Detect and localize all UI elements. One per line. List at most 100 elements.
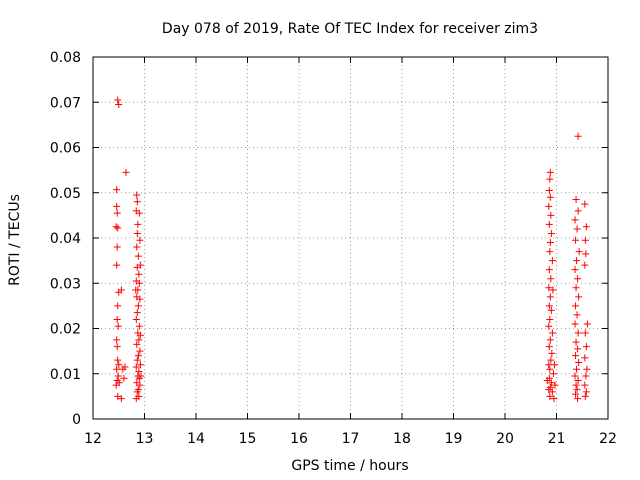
data-point [133,356,141,364]
data-point [134,252,142,260]
data-point [132,315,140,323]
y-tick-label: 0.08 [50,50,81,66]
data-point [547,306,555,314]
data-point [113,186,121,194]
data-point [551,381,559,389]
data-point [134,352,142,360]
axis-ticks [92,56,609,420]
data-point [133,340,141,348]
data-point [132,286,140,294]
data-point [133,388,141,396]
data-point [132,363,140,371]
data-point [136,236,144,244]
data-point [581,381,589,389]
data-point [117,395,125,403]
y-tick-label: 0.03 [50,276,81,292]
data-point [135,322,143,330]
data-point [572,196,580,204]
data-point [545,322,553,330]
x-tick-label: 20 [496,431,514,447]
data-point [114,322,122,330]
data-point [574,345,582,353]
data-point [545,202,553,210]
data-point [113,243,121,251]
data-point [545,386,553,394]
data-point [133,229,141,237]
data-point [573,365,581,373]
x-tick-label: 15 [239,431,257,447]
grid-lines [93,57,608,419]
data-point [113,365,121,373]
data-point [581,236,589,244]
data-point [571,266,579,274]
data-point [135,209,143,217]
data-points [112,96,591,403]
data-point [546,168,554,176]
data-point [546,193,554,201]
data-point [546,239,554,247]
data-point [581,329,589,337]
y-tick-label: 0.02 [50,322,81,338]
x-axis-label: GPS time / hours [291,458,408,474]
data-point [572,390,580,398]
data-point [573,257,581,265]
data-point [547,229,555,237]
data-point [545,266,553,274]
data-point [546,293,554,301]
data-point [136,381,144,389]
data-point [134,220,142,228]
data-point [548,349,556,357]
y-tick-label: 0.06 [50,141,81,157]
data-point [574,329,582,337]
x-tick-label: 13 [136,431,154,447]
data-point [135,270,143,278]
x-tick-label: 18 [393,431,411,447]
x-tick-label: 21 [548,431,566,447]
data-point [582,343,590,351]
data-point [114,224,122,232]
data-point [548,388,556,396]
data-point [114,392,122,400]
data-point [547,275,555,283]
data-point [572,284,580,292]
data-point [546,336,554,344]
data-point [136,331,144,339]
data-point [546,315,554,323]
data-point [134,302,142,310]
data-point [113,336,121,344]
data-point [574,207,582,215]
data-point [137,372,145,380]
data-point [546,365,554,373]
data-point [547,379,555,387]
data-point [582,372,590,380]
data-point [545,284,553,292]
x-tick-label: 12 [84,431,102,447]
y-tick-label: 0 [72,412,81,428]
data-point [575,248,583,256]
data-point [546,392,554,400]
data-point [571,216,579,224]
data-point [133,309,141,317]
data-point [575,358,583,366]
data-point [582,223,590,231]
data-point [571,372,579,380]
data-point [543,377,551,385]
data-point [548,329,556,337]
data-point [546,248,554,256]
data-point [572,352,580,360]
y-tick-label: 0.04 [50,231,81,247]
data-point [113,343,121,351]
data-point [545,302,553,310]
y-axis-label: ROTI / TECUs [7,194,23,286]
data-point [549,370,557,378]
data-point [572,381,580,389]
data-point [136,295,144,303]
data-point [113,209,121,217]
data-point [575,293,583,301]
x-tick-label: 14 [187,431,205,447]
data-point [545,220,553,228]
data-point [135,367,143,375]
data-point [133,198,141,206]
data-point [113,315,121,323]
